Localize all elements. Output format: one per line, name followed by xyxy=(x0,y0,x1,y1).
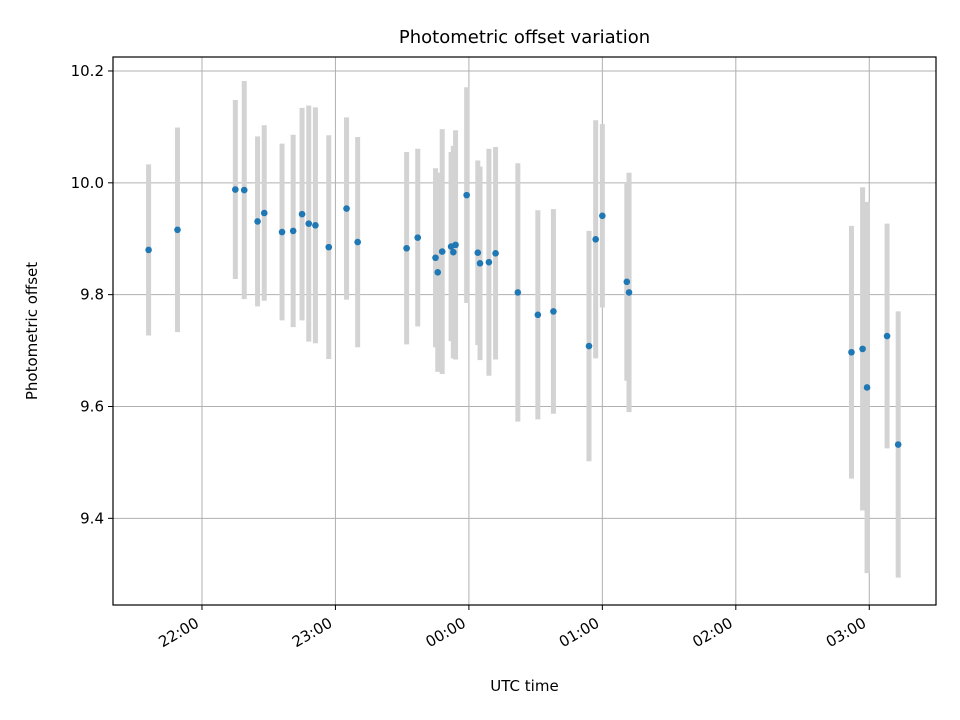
data-point-4 xyxy=(254,218,261,225)
data-point-30 xyxy=(585,342,593,350)
y-tick-label-4: 10.2 xyxy=(71,62,104,80)
y-axis-label: Photometric offset xyxy=(23,262,41,400)
data-point-15 xyxy=(414,234,422,241)
data-point-0 xyxy=(145,246,152,254)
data-point-34 xyxy=(625,289,633,296)
data-point-20 xyxy=(450,248,457,256)
data-point-22 xyxy=(463,191,470,199)
data-point-7 xyxy=(289,227,297,235)
data-point-35 xyxy=(848,348,855,356)
data-point-21 xyxy=(452,241,459,249)
data-point-32 xyxy=(599,212,606,220)
data-point-28 xyxy=(534,311,542,319)
data-point-13 xyxy=(354,238,361,246)
data-point-37 xyxy=(863,384,871,391)
data-point-26 xyxy=(492,249,499,257)
data-point-16 xyxy=(432,254,439,262)
plot-frame xyxy=(112,56,937,606)
chart-title: Photometric offset variation xyxy=(399,27,650,48)
y-tick-label-3: 10.0 xyxy=(71,174,104,192)
y-tick-label-1: 9.6 xyxy=(80,397,104,415)
data-point-2 xyxy=(232,186,239,193)
data-point-23 xyxy=(474,249,482,257)
y-tick-label-0: 9.4 xyxy=(80,509,104,527)
data-point-29 xyxy=(550,308,557,315)
data-point-27 xyxy=(514,289,522,296)
data-point-1 xyxy=(174,226,181,234)
data-point-5 xyxy=(260,209,268,217)
data-point-6 xyxy=(278,228,286,236)
data-point-17 xyxy=(434,268,442,276)
data-point-8 xyxy=(298,210,306,218)
x-axis-label: UTC time xyxy=(490,677,558,695)
data-point-12 xyxy=(343,205,350,212)
data-points xyxy=(145,186,902,448)
data-point-38 xyxy=(883,332,891,340)
data-point-31 xyxy=(592,235,599,243)
data-point-14 xyxy=(403,244,410,252)
data-point-9 xyxy=(305,220,313,227)
data-point-39 xyxy=(894,441,902,448)
data-point-25 xyxy=(485,258,493,266)
data-point-3 xyxy=(240,186,248,194)
data-point-18 xyxy=(438,248,446,255)
data-point-36 xyxy=(859,345,866,353)
data-point-10 xyxy=(312,222,319,229)
data-point-33 xyxy=(623,278,631,286)
y-tick-label-2: 9.8 xyxy=(80,286,104,304)
data-point-11 xyxy=(325,243,333,251)
data-point-24 xyxy=(476,260,484,267)
